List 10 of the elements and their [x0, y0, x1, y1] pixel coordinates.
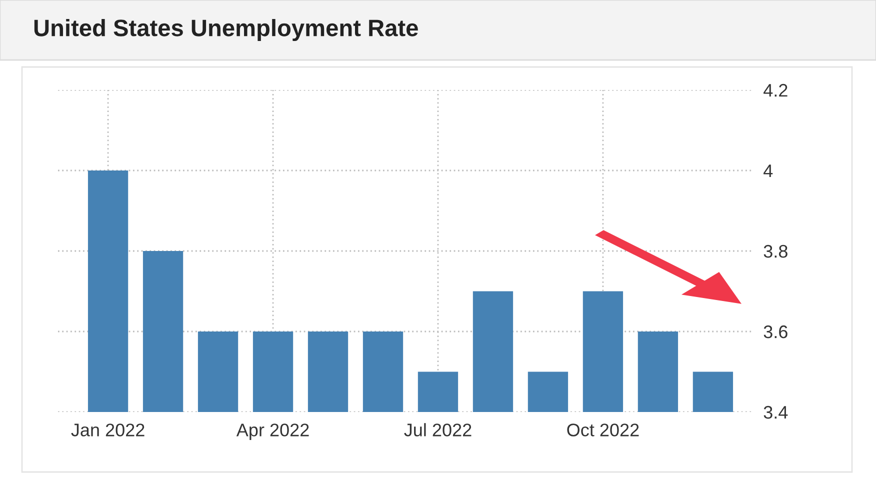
- x-tick-label: Jan 2022: [71, 424, 144, 436]
- y-tick-label: 3.4: [764, 406, 788, 419]
- y-tick-label: 4: [764, 164, 773, 178]
- chart-title: United States Unemployment Rate: [34, 18, 418, 42]
- y-tick-label: 4.2: [764, 84, 788, 97]
- x-tick-label: Oct 2022: [567, 424, 639, 436]
- x-tick-label: Apr 2022: [236, 424, 309, 440]
- y-tick-label: 3.8: [764, 244, 788, 258]
- y-tick-label: 3.6: [764, 325, 788, 338]
- x-tick-label: Jul 2022: [404, 423, 472, 436]
